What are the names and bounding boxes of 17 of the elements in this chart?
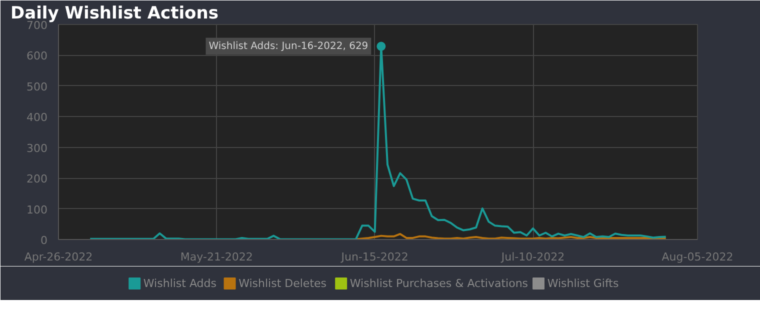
legend-label: Wishlist Adds bbox=[143, 277, 217, 290]
x-tick-label: Apr-26-2022 bbox=[24, 250, 93, 264]
y-tick-label: 300 bbox=[26, 142, 48, 155]
x-tick-label: May-21-2022 bbox=[180, 250, 253, 264]
y-tick-label: 500 bbox=[26, 80, 48, 94]
x-tick-label: Jun-15-2022 bbox=[340, 250, 408, 264]
legend-label: Wishlist Gifts bbox=[547, 277, 619, 290]
x-tick-label: Jul-10-2022 bbox=[500, 250, 565, 264]
y-tick-label: 400 bbox=[26, 111, 48, 124]
annotation: Wishlist Adds: Jun-16-2022, 629 bbox=[208, 40, 368, 52]
y-tick-label: 200 bbox=[26, 172, 48, 186]
legend-label: Wishlist Deletes bbox=[238, 277, 327, 290]
x-tick-label: Aug-05-2022 bbox=[662, 250, 734, 264]
y-tick-label: 600 bbox=[26, 50, 48, 63]
y-tick-label: 100 bbox=[26, 203, 48, 216]
y-tick-label: 0 bbox=[40, 234, 48, 247]
legend-label: Wishlist Purchases & Activations bbox=[350, 277, 528, 290]
